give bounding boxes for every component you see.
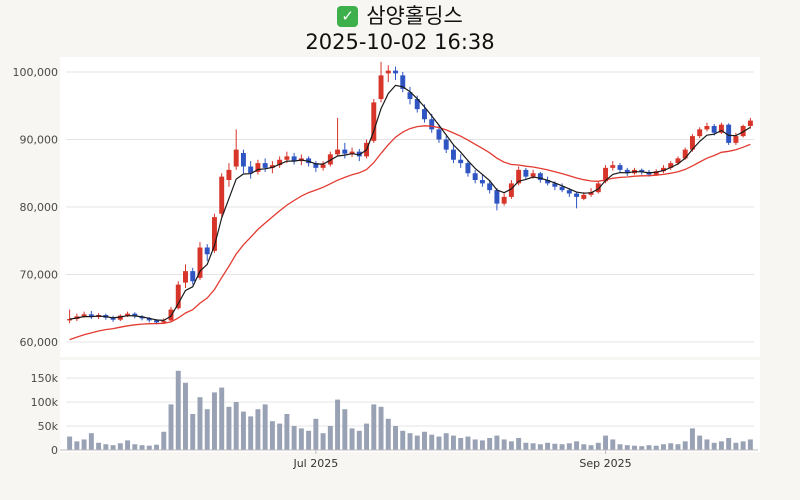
volume-bars bbox=[67, 370, 753, 450]
svg-text:80,000: 80,000 bbox=[20, 201, 59, 214]
svg-text:100k: 100k bbox=[31, 396, 59, 409]
svg-text:0: 0 bbox=[51, 444, 58, 457]
svg-text:50k: 50k bbox=[38, 420, 59, 433]
volume-axis-labels: 150k 100k 50k 0 bbox=[31, 372, 59, 457]
chart-timestamp: 2025-10-02 16:38 bbox=[305, 30, 495, 55]
svg-text:100,000: 100,000 bbox=[13, 66, 59, 79]
svg-text:Jul 2025: Jul 2025 bbox=[292, 457, 338, 470]
svg-text:60,000: 60,000 bbox=[20, 336, 59, 349]
stock-name: 삼양홀딩스 bbox=[366, 4, 463, 28]
ma-long-line bbox=[69, 125, 751, 341]
price-axis-labels: 100,000 90,000 80,000 70,000 60,000 bbox=[13, 66, 59, 349]
price-grid bbox=[66, 71, 754, 343]
svg-text:90,000: 90,000 bbox=[20, 134, 59, 147]
chart-header: ✓ 삼양홀딩스 2025-10-02 16:38 bbox=[0, 3, 800, 56]
svg-text:Sep 2025: Sep 2025 bbox=[579, 457, 631, 470]
chart-title-row: ✓ 삼양홀딩스 bbox=[0, 3, 800, 29]
svg-text:150k: 150k bbox=[31, 372, 59, 385]
x-axis-labels: Jul 2025 Sep 2025 bbox=[292, 450, 632, 470]
green-check-icon: ✓ bbox=[337, 5, 359, 27]
ma-short-line bbox=[69, 84, 751, 322]
svg-text:70,000: 70,000 bbox=[20, 269, 59, 282]
